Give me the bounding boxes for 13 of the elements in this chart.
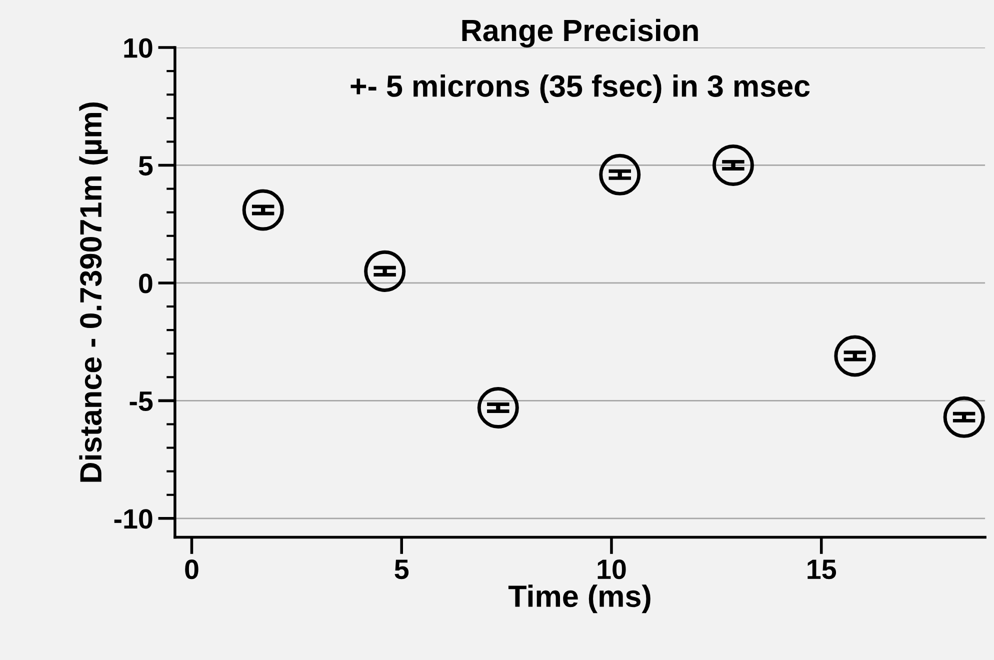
y-tick-label: 5 — [138, 156, 153, 176]
y-tick-label: 0 — [139, 274, 152, 294]
x-tick-label: 0 — [185, 560, 198, 580]
x-tick-label: 10 — [598, 560, 626, 580]
y-tick-label: 10 — [124, 38, 152, 58]
y-tick-label: -5 — [130, 392, 153, 412]
x-tick-label: 5 — [394, 560, 409, 580]
chart-title: Range Precision — [462, 18, 698, 48]
x-tick-label: 15 — [808, 560, 836, 580]
y-axis-title: Distance - 0.739071m (µm) — [79, 102, 108, 482]
text: +- 5 microns (35 fsec) in 3 msec — [350, 74, 810, 103]
y-tick-label: -10 — [114, 509, 152, 529]
x-axis-title: Time (ms) — [508, 584, 650, 614]
